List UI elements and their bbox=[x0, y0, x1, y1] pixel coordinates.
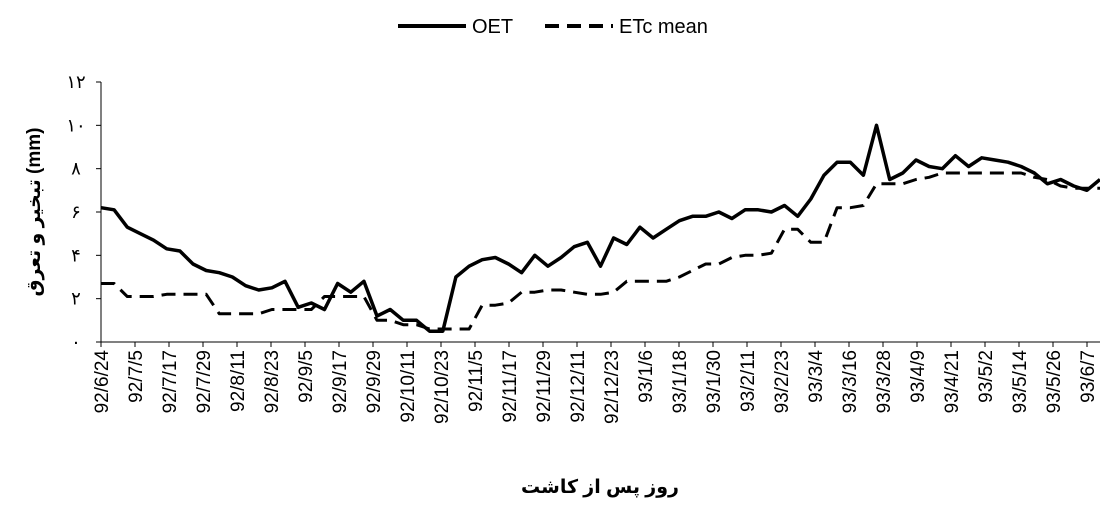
x-axis-title: روز پس از کاشت bbox=[521, 477, 679, 498]
y-tick-label: ۶ bbox=[71, 202, 81, 222]
x-ticks: 92/6/24 92/7/5 92/7/17 92/7/29 92/8/11 92/8/2… bbox=[92, 342, 1099, 424]
x-tick-label: 92/12/23 bbox=[602, 350, 623, 424]
x-tick-label: 93/4/21 bbox=[942, 350, 963, 413]
series-line-oet bbox=[100, 123, 1100, 333]
legend-label-oet: OET bbox=[472, 16, 513, 38]
y-tick-label: ۸ bbox=[71, 159, 81, 179]
x-tick-label: 93/5/26 bbox=[1044, 350, 1065, 413]
y-axis-title: تبخیر و تعرق (mm) bbox=[24, 128, 45, 297]
y-ticks: ۰ ۲ ۴ ۶ ۸ ۱۰ ۱۲ bbox=[66, 72, 101, 352]
x-tick-label: 92/7/17 bbox=[160, 350, 181, 413]
y-tick-label: ۰ bbox=[71, 332, 81, 352]
x-tick-label: 92/7/5 bbox=[126, 350, 147, 403]
series-lines bbox=[100, 123, 1100, 333]
x-tick-label: 92/11/29 bbox=[534, 350, 555, 423]
x-tick-label: 92/9/29 bbox=[364, 350, 385, 413]
x-tick-label: 93/1/18 bbox=[670, 350, 691, 413]
x-tick-label: 92/8/11 bbox=[228, 350, 249, 412]
legend: OET ETc mean bbox=[398, 16, 708, 38]
x-tick-label: 93/6/7 bbox=[1078, 350, 1099, 403]
x-tick-label: 93/2/23 bbox=[772, 350, 793, 413]
x-tick-label: 93/3/4 bbox=[806, 350, 827, 403]
x-tick-label: 93/1/30 bbox=[704, 350, 725, 413]
legend-label-etc-mean: ETc mean bbox=[619, 16, 708, 38]
y-tick-label: ۱۰ bbox=[66, 115, 85, 135]
x-tick-label: 92/8/23 bbox=[262, 350, 283, 413]
x-tick-label: 92/9/17 bbox=[330, 350, 351, 413]
x-tick-label: 92/12/11 bbox=[568, 350, 589, 423]
x-tick-label: 93/3/28 bbox=[874, 350, 895, 413]
x-tick-label: 92/11/17 bbox=[500, 350, 521, 423]
y-tick-label: ۱۲ bbox=[66, 72, 85, 92]
x-tick-label: 93/1/6 bbox=[636, 350, 657, 403]
series-line-etc-mean bbox=[101, 171, 1100, 331]
x-tick-label: 93/5/2 bbox=[976, 350, 997, 403]
y-tick-label: ۴ bbox=[71, 245, 81, 265]
x-tick-label: 93/5/14 bbox=[1010, 350, 1031, 414]
axes bbox=[100, 82, 1100, 343]
x-tick-label: 92/10/11 bbox=[398, 350, 419, 423]
x-tick-label: 93/2/11 bbox=[738, 350, 759, 412]
y-tick-label: ۲ bbox=[71, 289, 81, 309]
x-tick-label: 93/4/9 bbox=[908, 350, 929, 403]
x-tick-label: 92/7/29 bbox=[194, 350, 215, 413]
x-tick-label: 92/10/23 bbox=[432, 350, 453, 424]
x-tick-label: 92/9/5 bbox=[296, 350, 317, 403]
x-tick-label: 92/11/5 bbox=[466, 350, 487, 412]
x-tick-label: 92/6/24 bbox=[92, 350, 113, 414]
x-tick-label: 93/3/16 bbox=[840, 350, 861, 413]
